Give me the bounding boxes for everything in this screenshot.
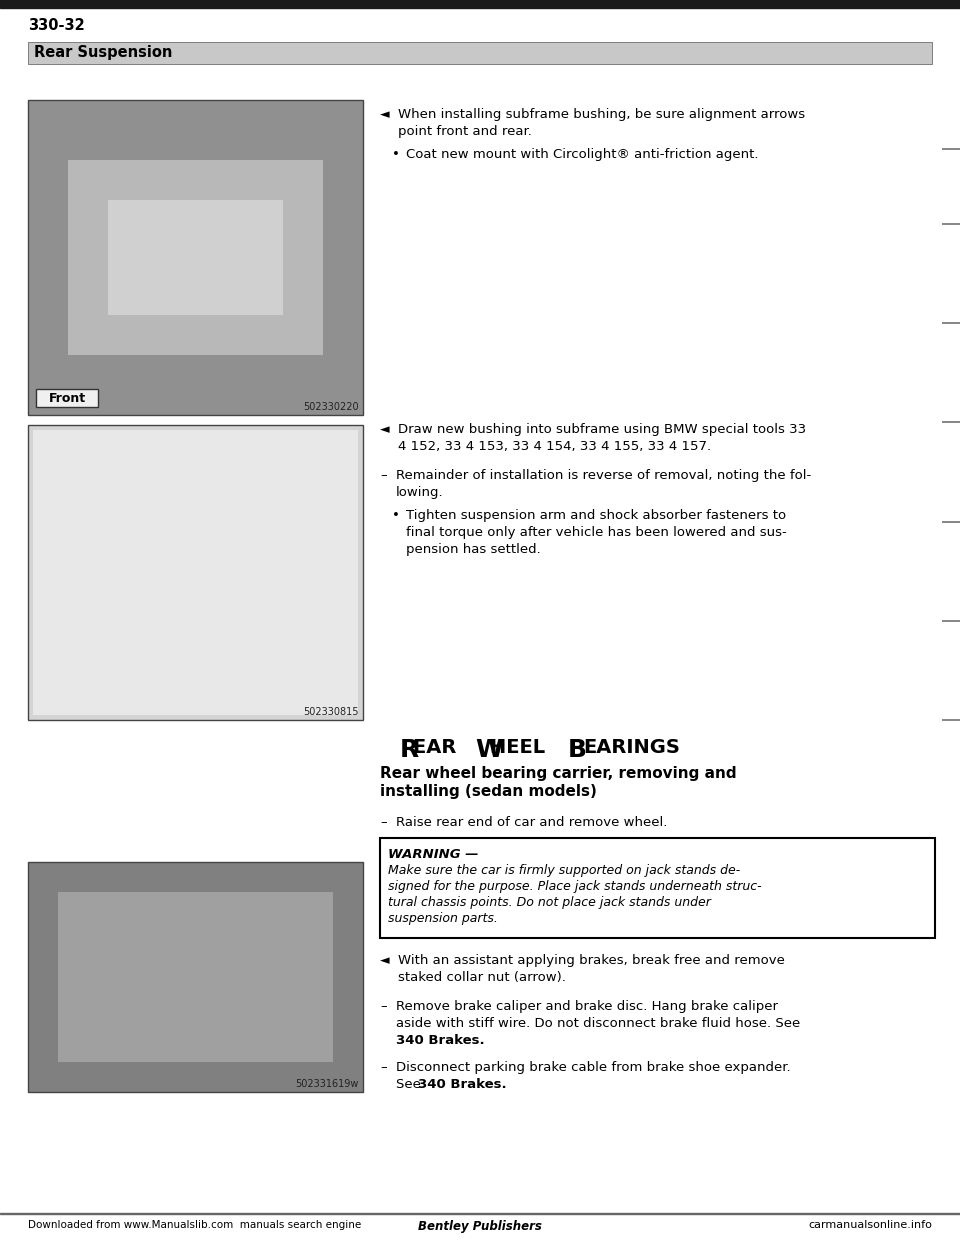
Bar [0, 0, 960, 7]
Text: 502330815: 502330815 [303, 707, 359, 717]
Text: WARNING —: WARNING — [388, 848, 478, 861]
Bar [108, 200, 283, 315]
Bar [942, 148, 960, 150]
Text: 330-32: 330-32 [28, 17, 84, 34]
Text: Coat new mount with Circolight® anti-friction agent.: Coat new mount with Circolight® anti-fri… [406, 148, 758, 161]
Text: When installing subframe bushing, be sure alignment arrows: When installing subframe bushing, be sur… [398, 108, 805, 120]
Text: installing (sedan models): installing (sedan models) [380, 784, 597, 799]
Text: ◄: ◄ [380, 424, 390, 436]
Text: Remainder of installation is reverse of removal, noting the fol-: Remainder of installation is reverse of … [396, 469, 811, 482]
Text: signed for the purpose. Place jack stands underneath struc-: signed for the purpose. Place jack stand… [388, 881, 761, 893]
Bar [942, 222, 960, 225]
Text: 502330220: 502330220 [303, 402, 359, 412]
Text: Tighten suspension arm and shock absorber fasteners to: Tighten suspension arm and shock absorbe… [406, 509, 786, 522]
Text: ◄: ◄ [380, 954, 390, 968]
Bar [58, 892, 333, 1062]
Text: final torque only after vehicle has been lowered and sus-: final torque only after vehicle has been… [406, 527, 787, 539]
Text: Rear wheel bearing carrier, removing and: Rear wheel bearing carrier, removing and [380, 766, 736, 781]
Text: Front: Front [48, 391, 85, 405]
Text: Rear Suspension: Rear Suspension [34, 46, 173, 61]
Text: Bentley Publishers: Bentley Publishers [418, 1220, 542, 1233]
Text: •: • [392, 148, 400, 161]
Bar [942, 620, 960, 622]
Bar [942, 520, 960, 523]
Text: 502331619w: 502331619w [296, 1079, 359, 1089]
Text: W: W [475, 738, 503, 763]
Text: suspension parts.: suspension parts. [388, 912, 498, 925]
Text: lowing.: lowing. [396, 486, 444, 499]
Bar [942, 719, 960, 722]
Text: Raise rear end of car and remove wheel.: Raise rear end of car and remove wheel. [396, 816, 667, 828]
Text: point front and rear.: point front and rear. [398, 125, 532, 138]
Text: pension has settled.: pension has settled. [406, 543, 540, 556]
Text: staked collar nut (arrow).: staked collar nut (arrow). [398, 971, 565, 984]
Text: Draw new bushing into subframe using BMW special tools 33: Draw new bushing into subframe using BMW… [398, 424, 806, 436]
Text: –: – [380, 469, 387, 482]
Text: ◄: ◄ [380, 108, 390, 120]
Bar [33, 430, 358, 715]
Text: •: • [392, 509, 400, 522]
Text: –: – [380, 1061, 387, 1074]
Text: Remove brake caliper and brake disc. Hang brake caliper: Remove brake caliper and brake disc. Han… [396, 1000, 778, 1013]
Text: Disconnect parking brake cable from brake shoe expander.: Disconnect parking brake cable from brak… [396, 1061, 791, 1074]
Text: B: B [568, 738, 587, 763]
Text: –: – [380, 1000, 387, 1013]
Bar [380, 838, 935, 938]
Bar [28, 425, 363, 720]
Bar [28, 42, 932, 65]
Text: R: R [400, 738, 420, 763]
Text: See: See [396, 1078, 425, 1090]
Text: EAR: EAR [413, 738, 463, 758]
Text: HEEL: HEEL [490, 738, 552, 758]
Text: Make sure the car is firmly supported on jack stands de-: Make sure the car is firmly supported on… [388, 864, 740, 877]
Text: EARINGS: EARINGS [583, 738, 680, 758]
Bar [28, 862, 363, 1092]
Bar [36, 389, 98, 407]
Text: aside with stiff wire. Do not disconnect brake fluid hose. See: aside with stiff wire. Do not disconnect… [396, 1017, 801, 1030]
Text: Downloaded from www.Manualslib.com  manuals search engine: Downloaded from www.Manualslib.com manua… [28, 1220, 361, 1230]
Bar [28, 101, 363, 415]
Text: –: – [380, 816, 387, 828]
Text: 340 Brakes.: 340 Brakes. [396, 1035, 485, 1047]
Text: tural chassis points. Do not place jack stands under: tural chassis points. Do not place jack … [388, 895, 710, 909]
Text: 4 152, 33 4 153, 33 4 154, 33 4 155, 33 4 157.: 4 152, 33 4 153, 33 4 154, 33 4 155, 33 … [398, 440, 711, 453]
Text: carmanualsonline.info: carmanualsonline.info [808, 1220, 932, 1230]
Bar [68, 160, 323, 355]
Bar [942, 322, 960, 324]
Text: 340 Brakes.: 340 Brakes. [418, 1078, 507, 1090]
Text: With an assistant applying brakes, break free and remove: With an assistant applying brakes, break… [398, 954, 785, 968]
Bar [942, 421, 960, 424]
